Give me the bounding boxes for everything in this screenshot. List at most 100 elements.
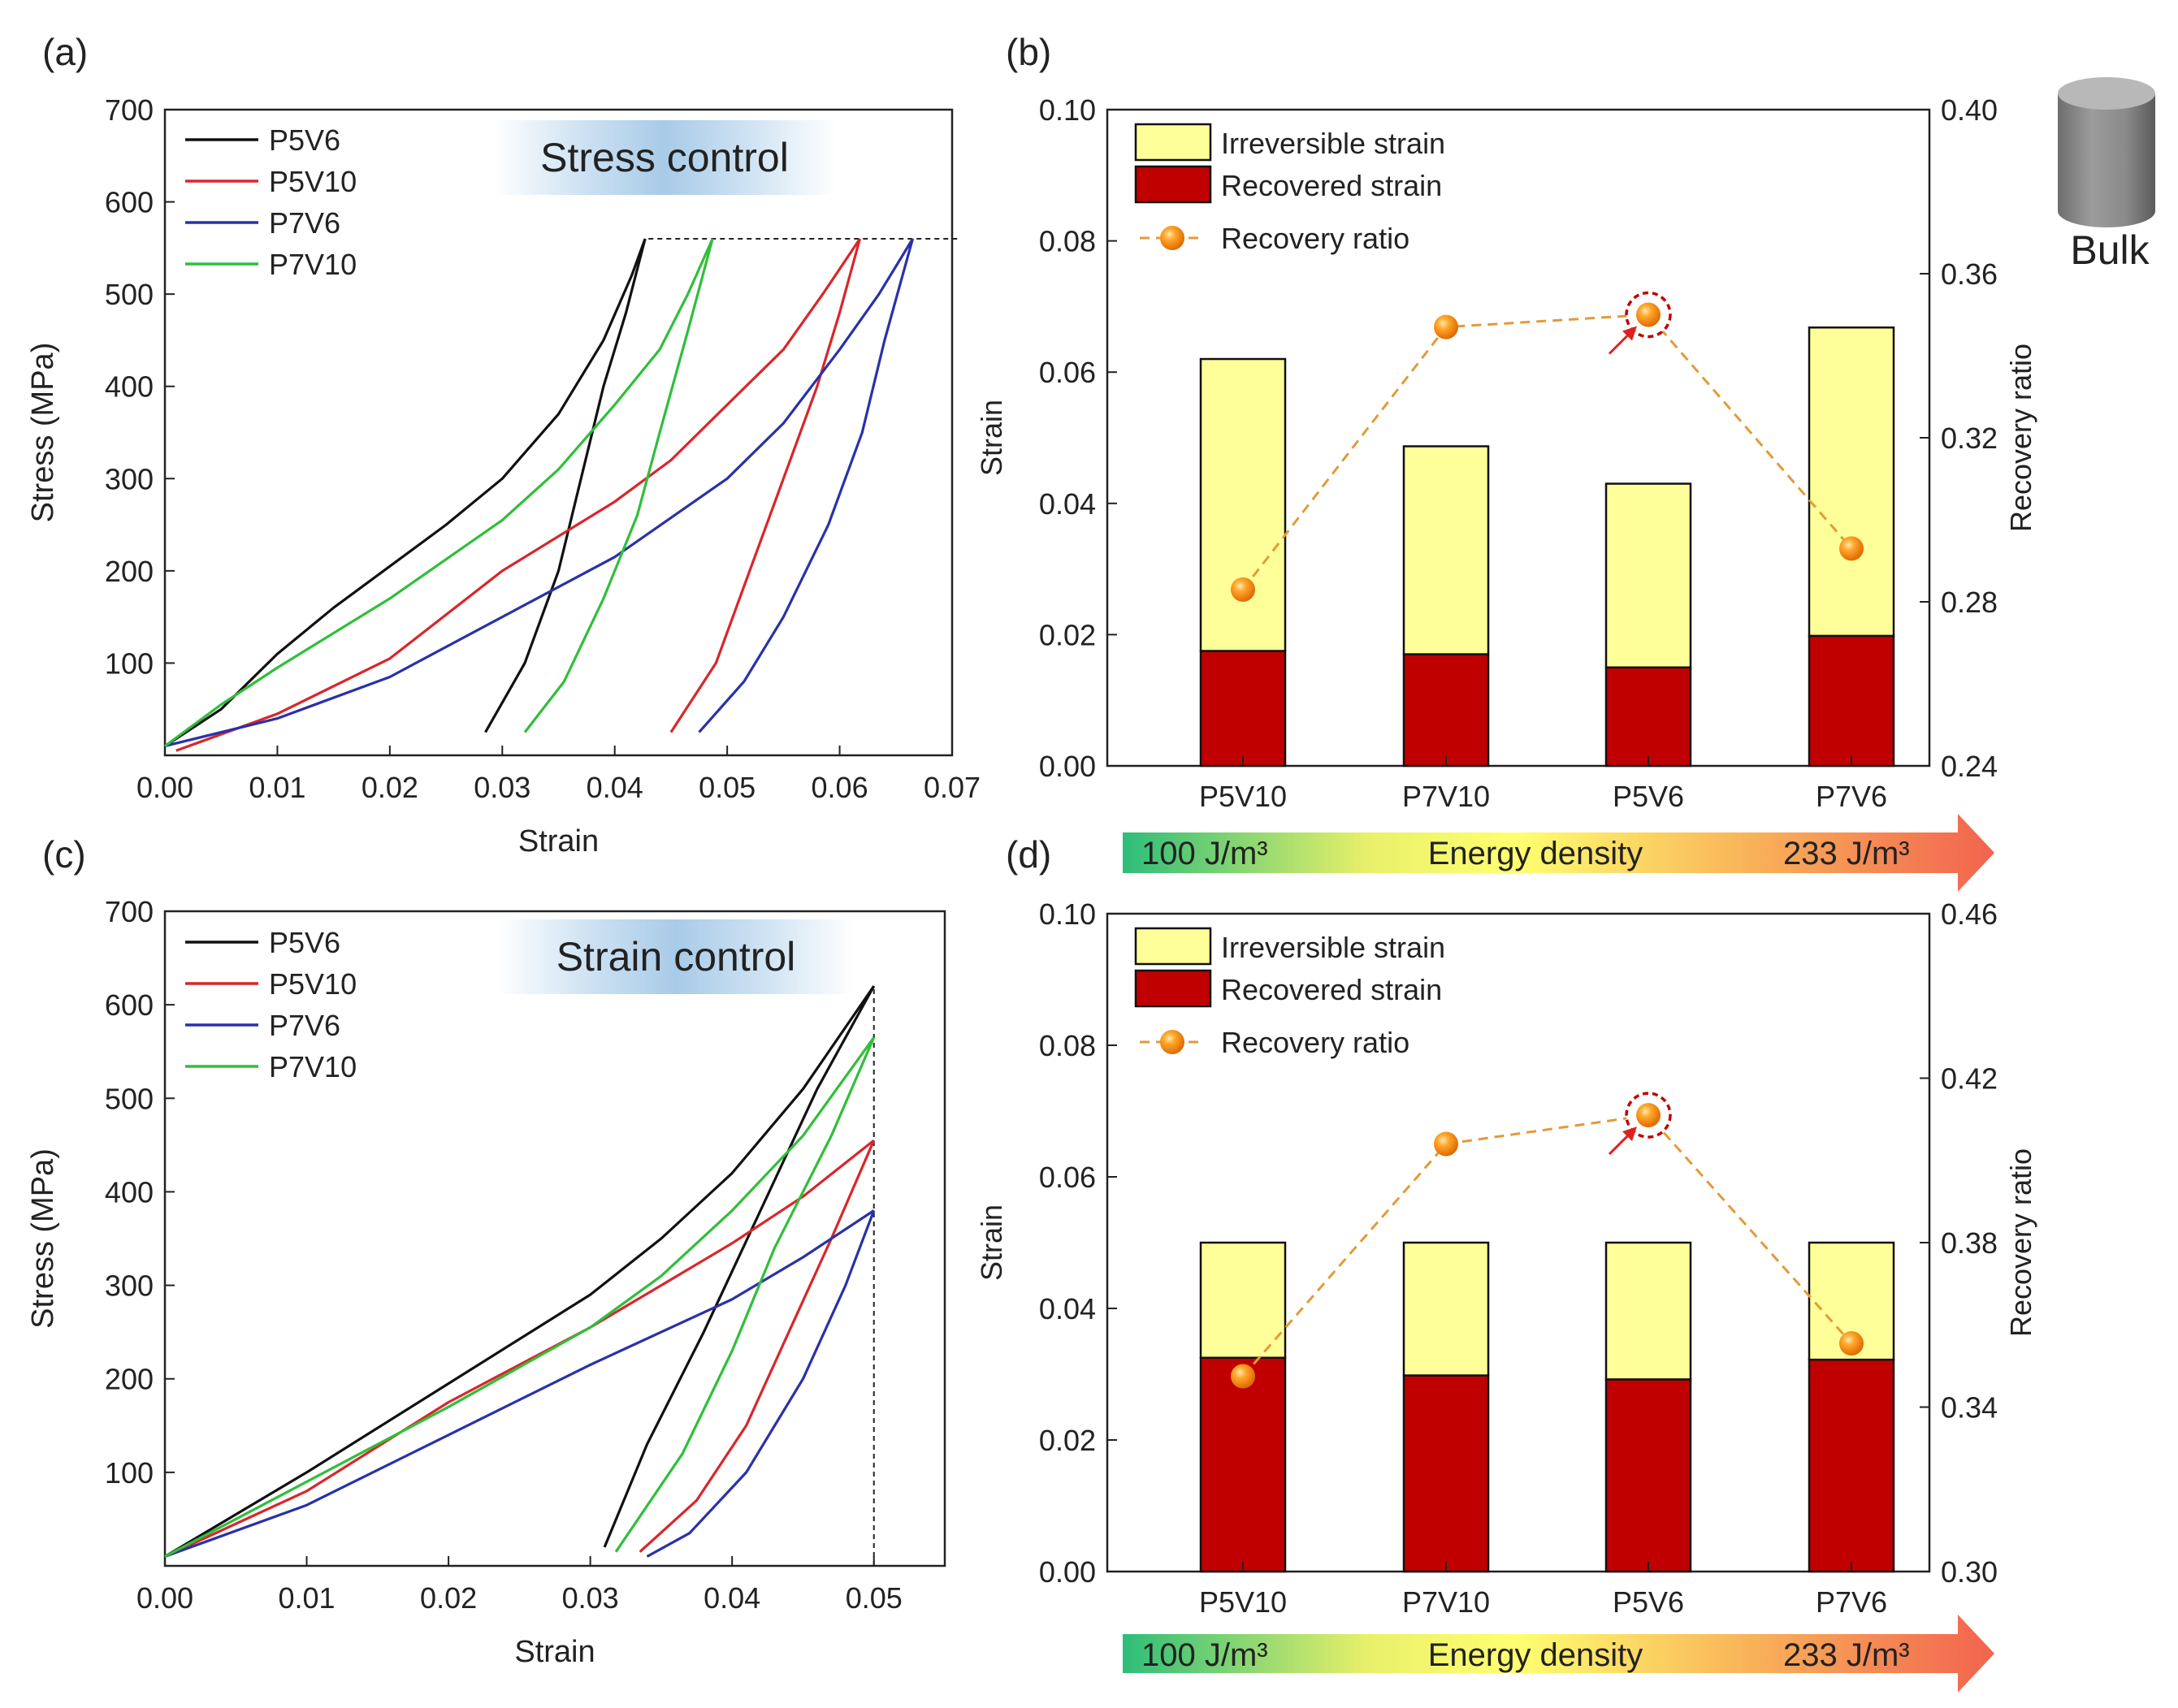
x-tick-label: 0.07 <box>924 771 981 804</box>
y2-tick-label: 0.40 <box>1941 93 1998 127</box>
x-axis-label: Strain <box>518 824 599 858</box>
recovery-ratio-point-p5v6 <box>1636 1103 1661 1128</box>
y2-tick-label: 0.46 <box>1941 897 1998 931</box>
legend-label: P7V6 <box>269 1009 340 1042</box>
series-line-p7v6-loading <box>164 238 914 748</box>
y-tick-label: 0.06 <box>1039 1161 1096 1194</box>
y-tick-label: 200 <box>105 1363 154 1396</box>
bar-irreversible-p7v10 <box>1402 1241 1490 1377</box>
recovery-ratio-point-p7v10 <box>1434 314 1458 339</box>
recovery-ratio-point-p5v6 <box>1636 302 1661 327</box>
series-line-p7v10-unloading <box>523 238 714 733</box>
y2-tick-label: 0.42 <box>1941 1062 1998 1096</box>
legend-label: P5V10 <box>269 165 357 198</box>
panel-label-a: (a) <box>42 31 88 73</box>
bar-irreversible-p5v6 <box>1604 1241 1692 1381</box>
recovery-ratio-point-p7v10 <box>1434 1131 1458 1157</box>
series-line-p5v6-loading <box>164 238 647 747</box>
x-tick-label: P5V6 <box>1613 1585 1684 1619</box>
y-axis-label: Strain <box>975 400 1008 476</box>
x-tick-label: 0.02 <box>420 1581 477 1615</box>
energy-mid-label: Energy density <box>1428 1637 1643 1673</box>
bar-recovered-p7v6 <box>1808 634 1895 768</box>
legend-swatch-irreversible <box>1134 927 1212 966</box>
y2-axis-label: Recovery ratio <box>2004 344 2037 532</box>
plot-frame <box>163 910 946 1567</box>
x-tick-label: P7V10 <box>1402 780 1490 813</box>
panel-label-c: (c) <box>42 833 86 876</box>
x-tick-label: 0.03 <box>474 771 530 804</box>
y-axis-label: Stress (MPa) <box>26 343 60 523</box>
recovery-ratio-point-p5v10 <box>1231 1364 1255 1389</box>
y-tick-label: 0.02 <box>1039 1424 1096 1457</box>
legend-label: Irreversible strain <box>1221 127 1445 160</box>
series-line-p5v10-unloading <box>669 238 862 733</box>
energy-mid-label: Energy density <box>1428 836 1643 871</box>
x-tick-label: P5V10 <box>1199 1585 1287 1619</box>
legend-swatch-ratio-point <box>1160 226 1184 250</box>
energy-density-arrow-bottom: 100 J/m³ Energy density 233 J/m³ <box>1123 1615 1994 1693</box>
y-tick-label: 500 <box>105 278 154 311</box>
x-tick-label: 0.05 <box>846 1581 903 1615</box>
y-tick-label: 0.10 <box>1039 93 1096 127</box>
annotation-label: Strain control <box>556 934 796 979</box>
y-tick-label: 0.08 <box>1039 1029 1096 1062</box>
energy-left-label: 100 J/m³ <box>1141 1637 1268 1673</box>
legend-label: P5V6 <box>269 123 340 157</box>
x-tick-label: 0.02 <box>362 771 418 804</box>
annotation-background <box>494 120 835 195</box>
y-tick-label: 500 <box>105 1082 154 1115</box>
legend-label: P5V6 <box>269 926 340 959</box>
legend-swatch-ratio-point <box>1160 1030 1184 1054</box>
highlight-arrow-shaft <box>1608 331 1632 355</box>
x-tick-label: P7V6 <box>1816 780 1887 813</box>
energy-density-arrow-top: 100 J/m³ Energy density 233 J/m³ <box>1123 814 1994 892</box>
annotation-label: Stress control <box>540 135 789 180</box>
y2-tick-label: 0.24 <box>1941 750 1998 783</box>
legend-label: P5V10 <box>269 967 357 1001</box>
bar-recovered-p5v10 <box>1199 650 1287 768</box>
series-line-p7v10-loading <box>164 1036 875 1558</box>
series-line-p5v10-loading <box>164 1139 875 1558</box>
bulk-label: Bulk <box>2070 227 2150 273</box>
legend-label: Irreversible strain <box>1221 931 1445 964</box>
annotation-background <box>497 919 855 994</box>
panel-label-d: (d) <box>1006 833 1051 876</box>
panel-label-b: (b) <box>1006 31 1051 73</box>
legend-label: Recovery ratio <box>1221 1026 1409 1059</box>
y-tick-label: 0.10 <box>1039 897 1096 931</box>
x-tick-label: 0.01 <box>249 771 305 804</box>
energy-arrow-shape <box>1123 814 1994 892</box>
bar-recovered-p7v6 <box>1808 1358 1895 1573</box>
x-tick-label: 0.06 <box>812 771 868 804</box>
series-line-p7v10-unloading <box>614 1036 876 1553</box>
y2-tick-label: 0.36 <box>1941 257 1998 291</box>
y2-tick-label: 0.38 <box>1941 1226 1998 1260</box>
y-tick-label: 400 <box>105 370 154 404</box>
bulk-cylinder-icon: Bulk <box>2058 77 2155 273</box>
y2-tick-label: 0.32 <box>1941 422 1998 455</box>
bar-recovered-p5v6 <box>1604 1378 1692 1573</box>
bar-recovered-p5v6 <box>1604 666 1692 768</box>
y-tick-label: 300 <box>105 462 154 495</box>
bar-irreversible-p5v10 <box>1199 1241 1287 1359</box>
x-tick-label: P5V10 <box>1199 780 1287 813</box>
chart-b-strain-bars: 0.00 0.02 0.04 0.06 0.08 0.10 0.24 0.28 0.32 0.36… <box>975 93 2037 813</box>
y-tick-label: 0.06 <box>1039 356 1096 389</box>
y2-tick-label: 0.34 <box>1941 1391 1998 1425</box>
y2-axis-label: Recovery ratio <box>2004 1148 2037 1337</box>
legend-label: P7V6 <box>269 206 340 240</box>
energy-left-label: 100 J/m³ <box>1141 836 1268 871</box>
legend-label: Recovered strain <box>1221 169 1442 202</box>
bar-irreversible-p5v10 <box>1199 357 1287 652</box>
y-tick-label: 400 <box>105 1175 154 1209</box>
recovery-ratio-point-p5v10 <box>1231 577 1255 602</box>
recovery-ratio-point-p7v6 <box>1839 1331 1864 1356</box>
legend-label: P7V10 <box>269 1050 357 1083</box>
bar-recovered-p7v10 <box>1402 1374 1490 1573</box>
bar-irreversible-p7v6 <box>1808 326 1895 638</box>
x-tick-label: 0.00 <box>136 1581 193 1615</box>
y-tick-label: 0.04 <box>1039 1292 1096 1325</box>
legend-swatch-recovered <box>1134 165 1212 204</box>
